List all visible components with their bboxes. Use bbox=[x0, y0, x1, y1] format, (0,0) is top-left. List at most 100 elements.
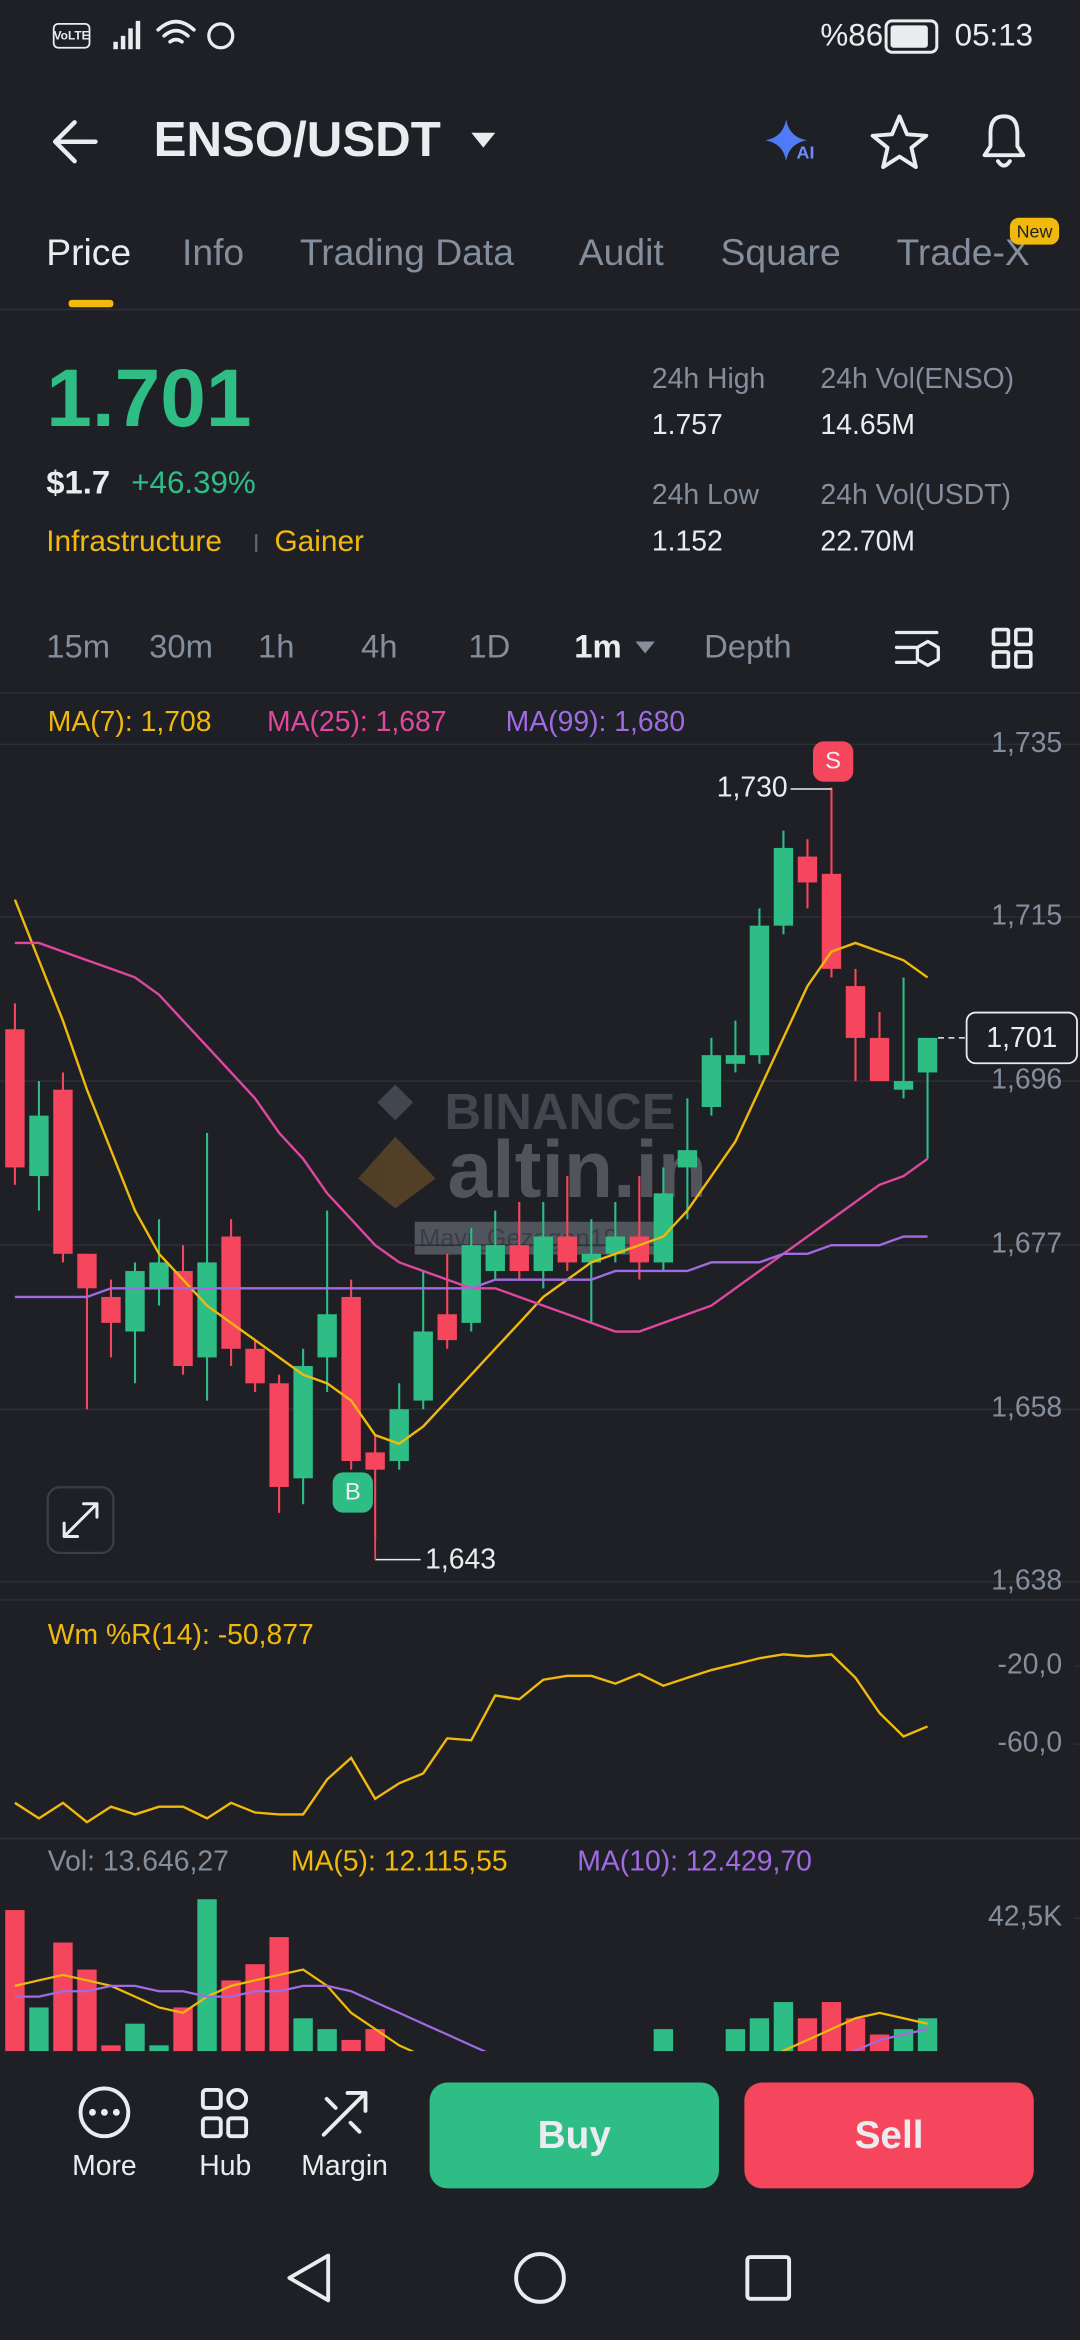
indicator-button[interactable] bbox=[894, 630, 939, 664]
candle-body bbox=[533, 1236, 553, 1272]
candle-body bbox=[845, 986, 866, 1038]
candle-body bbox=[797, 856, 818, 883]
watermark-brand: BINANCE bbox=[445, 1083, 676, 1140]
stat-label: 24h High bbox=[652, 363, 765, 395]
alert-button[interactable] bbox=[982, 114, 1026, 168]
tag[interactable]: Gainer bbox=[274, 525, 364, 558]
candle-body bbox=[173, 1271, 193, 1367]
buy-button[interactable] bbox=[429, 2082, 720, 2189]
volume-bar bbox=[917, 2018, 938, 2052]
candle-body bbox=[365, 1452, 385, 1470]
volume-bar bbox=[149, 2045, 169, 2052]
divider bbox=[0, 1599, 1080, 1601]
interval[interactable]: Depth bbox=[704, 628, 792, 665]
layout-button[interactable] bbox=[991, 627, 1033, 669]
volume-bar bbox=[725, 2029, 746, 2052]
candle-body bbox=[5, 1029, 25, 1168]
sell-marker-label: S bbox=[825, 748, 841, 775]
margin-icon[interactable] bbox=[321, 2091, 368, 2137]
ma-line bbox=[13, 899, 929, 1446]
interval[interactable]: 1m bbox=[574, 628, 621, 665]
candle-body bbox=[821, 873, 842, 969]
pair-title[interactable]: ENSO/USDT bbox=[154, 112, 441, 167]
tab[interactable]: Square bbox=[720, 231, 840, 273]
volume-bar bbox=[101, 2045, 121, 2052]
ai-button[interactable] bbox=[765, 119, 808, 162]
candle-body bbox=[245, 1348, 265, 1384]
nav-back[interactable] bbox=[287, 2253, 331, 2303]
candle-body bbox=[29, 1115, 49, 1177]
interval[interactable]: 30m bbox=[149, 628, 213, 665]
more-icon[interactable] bbox=[78, 2086, 131, 2139]
ai-label: AI bbox=[797, 142, 815, 162]
candle-body bbox=[341, 1296, 361, 1462]
candle-body bbox=[389, 1409, 409, 1462]
tab[interactable]: Info bbox=[182, 231, 244, 273]
candle-body bbox=[437, 1314, 457, 1341]
ma-line bbox=[14, 1235, 928, 1299]
last-price-label: 1,701 bbox=[986, 1022, 1057, 1054]
interval[interactable]: 4h bbox=[361, 628, 397, 665]
action-label[interactable]: Hub bbox=[199, 2150, 251, 2182]
candle-body bbox=[53, 1089, 73, 1254]
candle-body bbox=[869, 1037, 890, 1082]
battery-level: %86 bbox=[820, 18, 883, 53]
candle-body bbox=[293, 1366, 313, 1479]
candle-body bbox=[629, 1236, 650, 1263]
interval[interactable]: 1D bbox=[468, 628, 510, 665]
candle-body bbox=[581, 1253, 602, 1263]
nav-recents[interactable] bbox=[745, 2255, 792, 2301]
volume-bar bbox=[197, 1899, 217, 2052]
divider bbox=[0, 1837, 1080, 1840]
tab[interactable]: Price bbox=[46, 231, 131, 273]
candle-body bbox=[893, 1081, 914, 1090]
battery-fill bbox=[890, 25, 928, 48]
stat-label: 24h Low bbox=[652, 479, 760, 511]
stat-value: 1.757 bbox=[652, 409, 723, 441]
low-label: 1,643 bbox=[425, 1544, 496, 1576]
network: VoLTE bbox=[54, 29, 90, 43]
high-label: 1,730 bbox=[717, 771, 788, 803]
tab[interactable]: Trade-X bbox=[897, 231, 1030, 273]
back-button[interactable] bbox=[52, 120, 98, 164]
buy-label[interactable]: Buy bbox=[538, 2114, 612, 2157]
y-tick-label: -20,0 bbox=[998, 1649, 1063, 1681]
fullscreen-icon bbox=[62, 1502, 99, 1539]
favorite-button[interactable] bbox=[870, 114, 929, 170]
y-tick-label: 1,677 bbox=[991, 1228, 1062, 1260]
action-label[interactable]: More bbox=[72, 2150, 137, 2182]
volume-bar bbox=[173, 2007, 193, 2052]
tab[interactable]: Trading Data bbox=[300, 231, 514, 273]
tab[interactable]: Audit bbox=[579, 231, 665, 273]
pair-dropdown[interactable] bbox=[471, 132, 496, 148]
battery-icon bbox=[884, 19, 939, 54]
volume-bar bbox=[221, 1980, 241, 2052]
y-tick-label: 42,5K bbox=[988, 1901, 1062, 1933]
candle-body bbox=[485, 1245, 505, 1272]
action-label[interactable]: Margin bbox=[301, 2150, 388, 2182]
nav-home[interactable] bbox=[514, 2252, 566, 2304]
sell-button[interactable] bbox=[744, 2082, 1034, 2189]
signal-icon bbox=[113, 20, 141, 50]
sell-marker[interactable] bbox=[812, 741, 854, 782]
volte-box bbox=[52, 22, 91, 49]
interval[interactable]: 15m bbox=[46, 628, 110, 665]
candle-body bbox=[677, 1150, 698, 1168]
volume-bar bbox=[341, 2039, 361, 2052]
sell-label[interactable]: Sell bbox=[855, 2114, 924, 2157]
candle-body bbox=[749, 925, 770, 1056]
new-badge-label: New bbox=[1017, 221, 1053, 241]
tag[interactable]: Infrastructure bbox=[46, 525, 222, 558]
candle-body bbox=[509, 1245, 529, 1272]
y-tick-label: 1,638 bbox=[991, 1564, 1062, 1596]
interval-dropdown[interactable] bbox=[635, 641, 655, 654]
volume-bar bbox=[317, 2029, 337, 2052]
candle-body bbox=[701, 1055, 722, 1107]
hub-icon[interactable] bbox=[200, 2088, 249, 2139]
interval[interactable]: 1h bbox=[258, 628, 294, 665]
y-tick-label: 1,715 bbox=[991, 899, 1062, 931]
stat-value: 1.152 bbox=[652, 525, 723, 557]
candle-body bbox=[101, 1296, 121, 1323]
volume-bar bbox=[653, 2029, 674, 2052]
buy-marker[interactable] bbox=[332, 1472, 373, 1513]
